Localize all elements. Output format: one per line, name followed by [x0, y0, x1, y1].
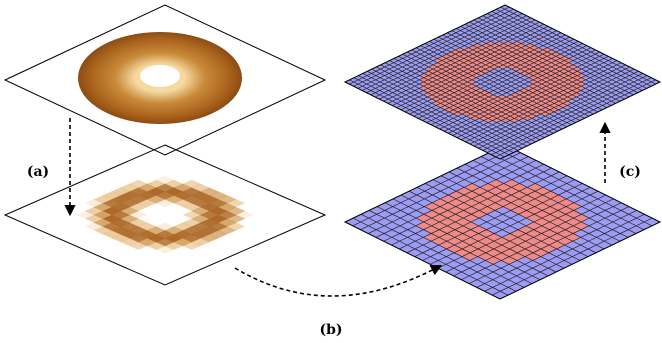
label-a: (a)	[27, 164, 49, 180]
panel-grid-fine	[345, 5, 660, 159]
donut-hole	[140, 65, 180, 87]
panel-grid-coarse	[345, 145, 660, 299]
label-b: (b)	[319, 322, 342, 338]
panel-pixelated	[5, 145, 325, 285]
label-c: (c)	[619, 164, 641, 180]
diagram: (a) (c) (b)	[0, 0, 662, 343]
arrow-b	[235, 266, 440, 296]
